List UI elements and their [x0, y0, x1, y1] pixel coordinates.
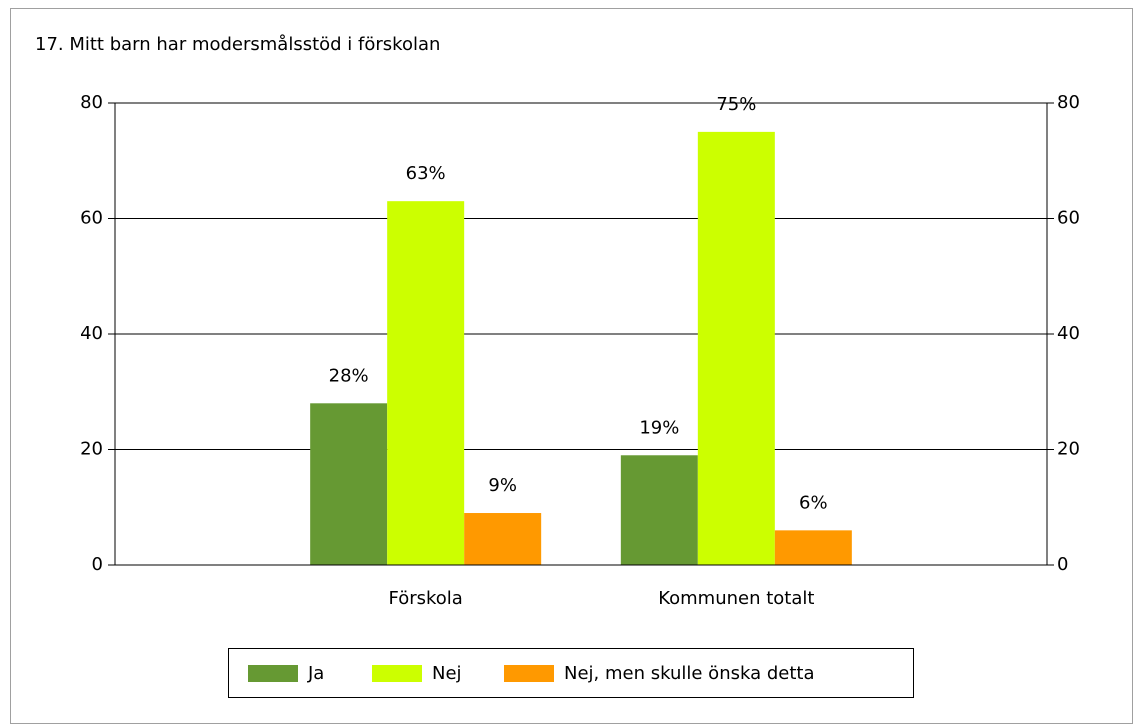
y-tick-label: 60 — [80, 208, 103, 229]
y-tick-label: 20 — [80, 439, 103, 460]
y2-tick-label: 40 — [1057, 323, 1080, 344]
legend-label: Nej, men skulle önska detta — [564, 663, 814, 684]
bar — [310, 403, 388, 565]
value-label: 19% — [639, 417, 679, 438]
bar — [697, 131, 775, 565]
value-label: 75% — [716, 94, 756, 115]
value-label: 28% — [329, 365, 369, 386]
bar — [387, 201, 465, 566]
frame — [10, 8, 1133, 724]
chart-title: 17. Mitt barn har modersmålsstöd i försk… — [35, 34, 440, 55]
legend-swatch — [504, 665, 554, 682]
bar — [464, 513, 542, 565]
x-tick-label: Kommunen totalt — [658, 588, 814, 609]
y2-tick-label: 20 — [1057, 439, 1080, 460]
y2-tick-label: 0 — [1057, 554, 1068, 575]
y2-tick-label: 60 — [1057, 208, 1080, 229]
legend-swatch — [248, 665, 298, 682]
legend-swatch — [372, 665, 422, 682]
y-tick-label: 80 — [80, 92, 103, 113]
legend-box — [228, 648, 914, 698]
x-tick-label: Förskola — [388, 588, 462, 609]
value-label: 9% — [488, 475, 517, 496]
y2-tick-label: 80 — [1057, 92, 1080, 113]
bar — [774, 530, 852, 565]
y-tick-label: 40 — [80, 323, 103, 344]
legend-label: Nej — [432, 663, 462, 684]
legend-label: Ja — [307, 663, 324, 684]
y-tick-label: 0 — [92, 554, 103, 575]
value-label: 63% — [406, 163, 446, 184]
bar — [620, 455, 698, 565]
value-label: 6% — [799, 492, 828, 513]
